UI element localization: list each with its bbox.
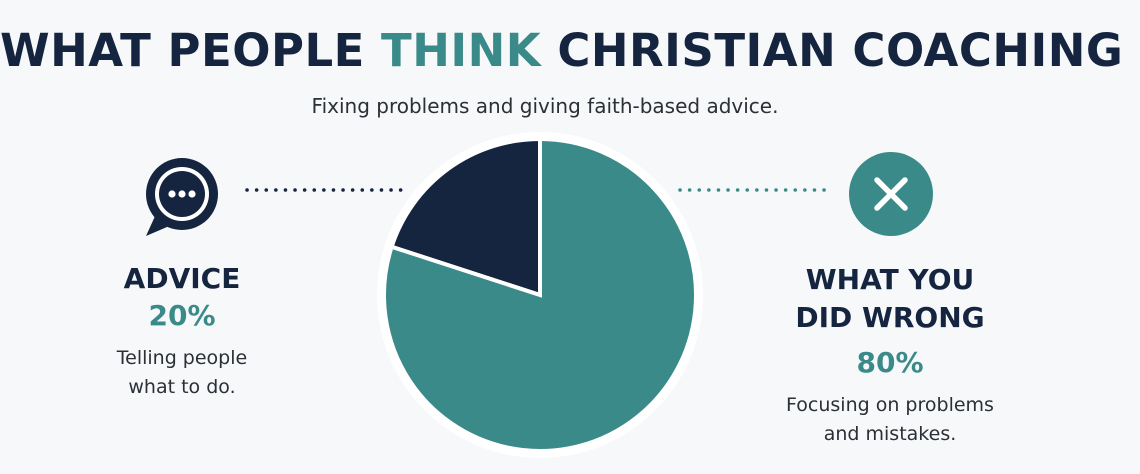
did-wrong-label-line-2: DID WRONG (795, 301, 985, 334)
title-accent: THINK (381, 24, 542, 77)
advice-description: Telling people what to do. (92, 344, 272, 402)
pie-slice-advice (389, 136, 542, 298)
did-wrong-label-line-1: WHAT YOU (805, 263, 975, 296)
advice-desc-line-2: what to do. (128, 376, 236, 398)
did-wrong-desc-line-2: and mistakes. (823, 423, 957, 445)
x-circle-icon (849, 152, 933, 236)
pie-slice-what-you-did-wrong (382, 136, 698, 453)
chart-subtitle: Fixing problems and giving faith-based a… (311, 94, 779, 118)
advice-desc-line-1: Telling people (116, 347, 248, 369)
title-part-1: WHAT PEOPLE (0, 24, 382, 77)
advice-percent: 20% (148, 299, 216, 332)
did-wrong-desc-line-1: Focusing on problems (786, 394, 994, 416)
pie-slices (377, 132, 703, 458)
advice-annotation: ADVICE 20% Telling people what to do. (92, 260, 272, 402)
chart-title: WHAT PEOPLE THINK CHRISTIAN COACHING IS (0, 24, 1140, 77)
speech-bubble-icon (146, 158, 218, 236)
advice-label: ADVICE (123, 262, 241, 295)
did-wrong-annotation: WHAT YOU DID WRONG 80% Focusing on probl… (770, 261, 1010, 449)
title-part-2: CHRISTIAN COACHING IS (541, 24, 1140, 77)
did-wrong-description: Focusing on problems and mistakes. (770, 391, 1010, 449)
did-wrong-percent: 80% (856, 346, 924, 379)
